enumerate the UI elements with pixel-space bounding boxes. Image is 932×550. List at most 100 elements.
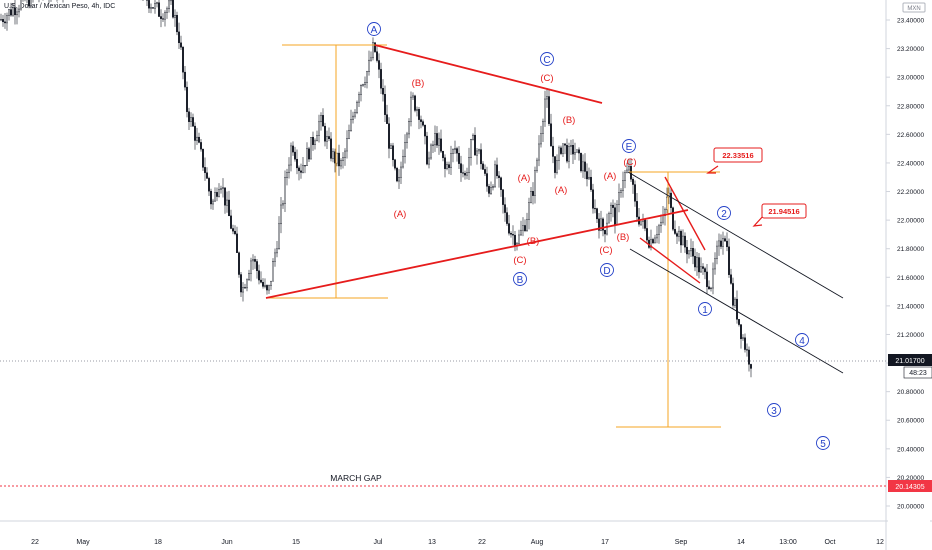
candle-body — [372, 42, 375, 59]
candle-body — [534, 170, 537, 196]
candle-body — [330, 138, 333, 159]
candle-body — [590, 176, 593, 190]
candle-body — [227, 199, 230, 217]
candle-body — [480, 149, 483, 165]
channel-upper — [627, 171, 844, 299]
candle-body — [416, 109, 419, 111]
candle-body — [211, 200, 214, 205]
candle-body — [376, 51, 379, 61]
candle-body — [340, 160, 343, 167]
countdown-badge — [903, 366, 932, 379]
candle-body — [714, 258, 717, 270]
wave-A-label: A — [371, 25, 378, 36]
candle-body — [217, 189, 220, 197]
price-tick-label: 22.40000 — [897, 160, 924, 167]
candle-body — [191, 117, 194, 127]
blue-wave-labels: A C E B D 1 2 3 4 5 — [367, 22, 830, 450]
candle-body — [740, 324, 743, 340]
chart-title: U.S. Dollar / Mexican Peso, 4h, IDC — [4, 3, 116, 10]
candle-body — [536, 159, 539, 171]
candle-body — [454, 148, 457, 150]
candle-body — [678, 230, 681, 237]
current-price-badge[interactable] — [888, 354, 932, 366]
wave-E-label: E — [626, 142, 633, 153]
candle-body — [258, 270, 261, 281]
candle-body — [720, 240, 723, 247]
candle-body — [466, 172, 469, 176]
candle-body — [712, 268, 715, 289]
gap-price-badge[interactable] — [888, 480, 932, 492]
candle-body — [566, 145, 569, 162]
red-A-1: (A) — [394, 209, 407, 220]
candle-body — [288, 164, 291, 173]
candle-body — [253, 259, 256, 262]
candle-body — [332, 151, 335, 159]
candle-body — [540, 133, 543, 145]
candle-body — [286, 172, 289, 178]
candle-body — [16, 11, 19, 16]
candle-body — [320, 115, 323, 123]
candle-body — [578, 149, 581, 154]
callout-box-1[interactable] — [713, 147, 763, 163]
red-C-4: (C) — [623, 157, 636, 168]
candle-body — [694, 255, 697, 268]
candle-body — [262, 282, 265, 287]
candle-body — [352, 115, 355, 120]
candle-body — [548, 96, 551, 124]
time-axis-ticks: 22 May 18 Jun 15 Jul 13 22 Aug 17 Sep 14 13:00 Oct 12 — [31, 539, 884, 546]
candle-body — [656, 234, 659, 239]
candle-body — [177, 31, 180, 44]
wave-3-label: 3 — [771, 406, 777, 417]
candle-body — [446, 164, 449, 169]
price-axis[interactable] — [888, 2, 930, 524]
candle-body — [498, 175, 501, 178]
candle-body — [424, 125, 427, 137]
candle-body — [290, 145, 293, 166]
candle-body — [630, 166, 633, 180]
candlestick-series — [0, 0, 753, 378]
candle-body — [366, 71, 369, 83]
candle-body — [278, 223, 281, 250]
candle-body — [266, 285, 269, 291]
candle-body — [596, 208, 599, 220]
wave-B-label: B — [517, 275, 524, 286]
candle-body — [312, 137, 315, 145]
candle-body — [698, 257, 701, 273]
candle-body — [408, 121, 411, 135]
callout-box-2[interactable] — [761, 203, 807, 219]
candle-body — [702, 266, 705, 269]
candle-body — [316, 135, 319, 142]
candle-body — [209, 190, 212, 205]
candle-body — [280, 204, 283, 225]
candle-body — [462, 172, 465, 174]
candle-body — [386, 114, 389, 124]
candle-body — [30, 0, 33, 7]
gap-price-text: 20.14305 — [895, 484, 924, 491]
currency-tag[interactable] — [902, 2, 926, 13]
time-tick-label: 22 — [31, 539, 39, 546]
candle-body — [221, 187, 224, 189]
candle-body — [374, 42, 377, 52]
candle-body — [3, 21, 6, 24]
candle-body — [730, 274, 733, 284]
channel-lower — [629, 248, 844, 374]
candle-body — [496, 164, 499, 177]
red-C-1: (C) — [540, 73, 553, 84]
candle-body — [155, 2, 158, 4]
candle-body — [13, 7, 16, 16]
candle-body — [696, 257, 699, 268]
candle-body — [598, 218, 601, 231]
candle-body — [189, 117, 192, 122]
candle-body — [241, 287, 244, 293]
candle-body — [324, 125, 327, 142]
candle-body — [344, 150, 347, 158]
candle-body — [734, 298, 737, 306]
candle-body — [554, 156, 557, 173]
candle-body — [400, 166, 403, 178]
candle-body — [442, 150, 445, 158]
candle-body — [736, 298, 739, 320]
candle-body — [488, 186, 491, 194]
candle-body — [165, 8, 168, 13]
